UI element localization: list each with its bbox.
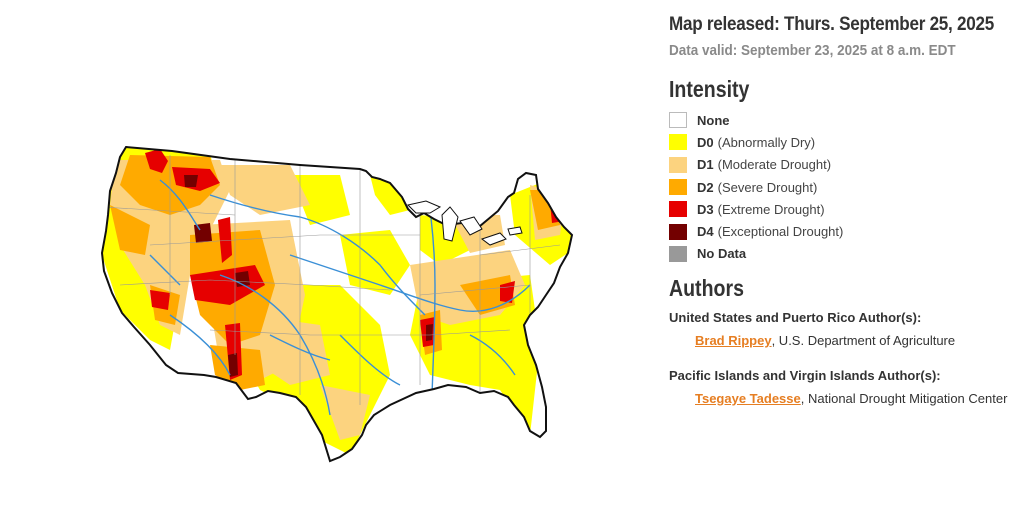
legend-description: (Extreme Drought): [717, 201, 825, 217]
great-lakes: [407, 200, 523, 246]
legend-code: D0: [697, 134, 714, 150]
data-valid-date: Data valid: September 23, 2025 at 8 a.m.…: [669, 42, 956, 59]
authors-list: United States and Puerto Rico Author(s):…: [669, 310, 1019, 406]
legend-swatch: [669, 245, 687, 262]
legend-code: D3: [697, 201, 714, 217]
legend-description: (Moderate Drought): [717, 157, 832, 173]
author-organization: , National Drought Mitigation Center: [800, 391, 1008, 407]
legend-swatch: [669, 134, 687, 151]
legend-swatch: [669, 179, 687, 196]
map-release-date: Map released: Thurs. September 25, 2025: [669, 14, 994, 35]
legend-row: D4 (Exceptional Drought): [669, 220, 1019, 242]
authors-heading: Authors: [669, 275, 744, 302]
author-name-link[interactable]: Tsegaye Tadesse: [695, 391, 801, 407]
legend-description: (Exceptional Drought): [717, 224, 844, 240]
legend-swatch: [669, 223, 687, 240]
drought-layers: [102, 147, 572, 455]
intensity-legend: None D0 (Abnormally Dry) D1 (Moderate Drough…: [669, 109, 1019, 265]
legend-row: No Data: [669, 243, 1019, 265]
legend-row: None: [669, 109, 1019, 131]
legend-code: None: [697, 112, 730, 128]
legend-description: (Severe Drought): [717, 179, 818, 195]
author-organization: , U.S. Department of Agriculture: [771, 333, 956, 349]
legend-description: (Abnormally Dry): [717, 134, 816, 150]
legend-row: D1 (Moderate Drought): [669, 154, 1019, 176]
legend-code: D4: [697, 224, 714, 240]
author-name-link[interactable]: Brad Rippey: [695, 333, 772, 349]
legend-code: D1: [697, 157, 714, 173]
drought-map: [90, 135, 665, 480]
legend-row: D3 (Extreme Drought): [669, 198, 1019, 220]
legend-code: No Data: [697, 246, 747, 262]
state-borders: [102, 155, 561, 405]
intensity-heading: Intensity: [669, 76, 750, 102]
legend-swatch: [669, 112, 687, 129]
legend-swatch: [669, 156, 687, 173]
d4-regions: [184, 175, 433, 377]
legend-swatch: [669, 201, 687, 218]
author-group-label: United States and Puerto Rico Author(s):: [669, 310, 922, 326]
author-group: United States and Puerto Rico Author(s):…: [669, 310, 1019, 348]
legend-row: D2 (Severe Drought): [669, 176, 1019, 198]
legend-code: D2: [697, 179, 714, 195]
legend-row: D0 (Abnormally Dry): [669, 131, 1019, 153]
author-group-label: Pacific Islands and Virgin Islands Autho…: [669, 368, 941, 384]
us-drought-map-svg: [100, 145, 574, 463]
author-line: Tsegaye Tadesse, National Drought Mitiga…: [695, 391, 1019, 406]
author-group: Pacific Islands and Virgin Islands Autho…: [669, 368, 1019, 406]
info-panel: Map released: Thurs. September 25, 2025 …: [669, 14, 1019, 406]
author-line: Brad Rippey, U.S. Department of Agricult…: [695, 333, 1019, 348]
